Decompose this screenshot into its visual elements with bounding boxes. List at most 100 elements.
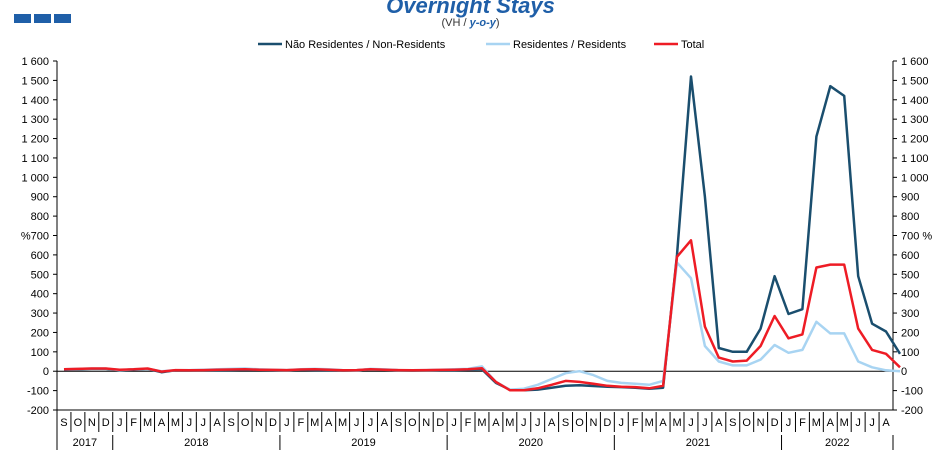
y-tick-label-left: 300 bbox=[31, 308, 49, 320]
x-tick-label: F bbox=[799, 417, 806, 429]
x-tick-label: A bbox=[548, 417, 556, 429]
x-tick-label: D bbox=[436, 417, 444, 429]
x-tick-label: A bbox=[214, 417, 222, 429]
x-tick-label: F bbox=[297, 417, 304, 429]
x-tick-label: J bbox=[521, 417, 527, 429]
x-tick-label: F bbox=[130, 417, 137, 429]
x-tick-label: J bbox=[688, 417, 694, 429]
year-label: 2017 bbox=[73, 437, 97, 449]
series-line-1 bbox=[63, 75, 902, 392]
x-tick-label: A bbox=[827, 417, 835, 429]
y-tick-label-right: 1 300 bbox=[901, 114, 929, 126]
x-tick-label: N bbox=[589, 417, 597, 429]
chart-title: Overnight Stays bbox=[386, 0, 555, 18]
x-tick-label: D bbox=[771, 417, 779, 429]
y-tick-label-right: 400 bbox=[901, 289, 919, 301]
x-tick-label: M bbox=[840, 417, 849, 429]
x-tick-label: F bbox=[632, 417, 639, 429]
x-tick-label: F bbox=[465, 417, 472, 429]
x-tick-label: O bbox=[408, 417, 417, 429]
x-tick-label: A bbox=[492, 417, 500, 429]
x-tick-label: M bbox=[672, 417, 681, 429]
x-tick-label: J bbox=[354, 417, 360, 429]
y-tick-label-right: 200 bbox=[901, 327, 919, 339]
x-tick-label: A bbox=[882, 417, 890, 429]
y-tick-label-right: 1 400 bbox=[901, 95, 929, 107]
x-tick-label: N bbox=[757, 417, 765, 429]
x-tick-label: S bbox=[60, 417, 67, 429]
y-tick-label-left: 0 bbox=[43, 366, 49, 378]
y-tick-label-left: 100 bbox=[31, 347, 49, 359]
legend-label: Residentes / Residents bbox=[513, 39, 627, 51]
y-tick-label-right: 300 bbox=[901, 308, 919, 320]
y-tick-label-right: 0 bbox=[901, 366, 907, 378]
brand-logo bbox=[14, 14, 71, 23]
x-tick-label: J bbox=[451, 417, 457, 429]
y-tick-label-left: 1 600 bbox=[21, 56, 49, 68]
x-tick-label: N bbox=[88, 417, 96, 429]
x-tick-label: J bbox=[284, 417, 290, 429]
x-tick-label: A bbox=[715, 417, 723, 429]
legend-label: Total bbox=[681, 39, 704, 51]
x-tick-label: J bbox=[368, 417, 374, 429]
x-tick-label: S bbox=[227, 417, 234, 429]
x-tick-label: N bbox=[255, 417, 263, 429]
x-tick-label: M bbox=[171, 417, 180, 429]
y-tick-label-left: 1 500 bbox=[21, 75, 49, 87]
x-tick-label: J bbox=[855, 417, 861, 429]
y-tick-label-left: 800 bbox=[31, 211, 49, 223]
y-tick-label-left: -100 bbox=[27, 386, 49, 398]
x-tick-label: A bbox=[325, 417, 333, 429]
y-tick-label-right: 1 100 bbox=[901, 153, 929, 165]
x-tick-label: J bbox=[869, 417, 875, 429]
x-tick-label: S bbox=[562, 417, 569, 429]
legend-label: Não Residentes / Non-Residents bbox=[285, 39, 446, 51]
y-tick-label-right: 600 bbox=[901, 250, 919, 262]
y-tick-label-right: 700 % bbox=[901, 231, 932, 243]
series-line-3 bbox=[63, 239, 901, 392]
y-tick-label-left: 400 bbox=[31, 289, 49, 301]
y-tick-label-right: 800 bbox=[901, 211, 919, 223]
x-tick-label: D bbox=[102, 417, 110, 429]
y-tick-label-right: 1 000 bbox=[901, 172, 929, 184]
y-tick-label-left: 200 bbox=[31, 327, 49, 339]
year-label: 2022 bbox=[825, 437, 849, 449]
y-tick-label-left: 600 bbox=[31, 250, 49, 262]
y-tick-label-right: 500 bbox=[901, 269, 919, 281]
x-tick-label: S bbox=[395, 417, 402, 429]
y-tick-label-right: 100 bbox=[901, 347, 919, 359]
y-tick-label-right: 1 200 bbox=[901, 134, 929, 146]
y-tick-label-left: 500 bbox=[31, 269, 49, 281]
x-tick-label: O bbox=[575, 417, 584, 429]
y-tick-label-left: -200 bbox=[27, 405, 49, 417]
y-tick-label-left: 900 bbox=[31, 192, 49, 204]
x-tick-label: O bbox=[241, 417, 250, 429]
year-label: 2018 bbox=[184, 437, 208, 449]
y-tick-label-left: 1 400 bbox=[21, 95, 49, 107]
y-tick-label-left: 1 200 bbox=[21, 134, 49, 146]
y-tick-label-left: 1 300 bbox=[21, 114, 49, 126]
chart-subtitle: (VH / y-o-y) bbox=[441, 17, 500, 29]
y-tick-label-right: -200 bbox=[901, 405, 923, 417]
x-tick-label: M bbox=[477, 417, 486, 429]
y-tick-label-left: %700 bbox=[21, 231, 49, 243]
x-tick-label: M bbox=[505, 417, 514, 429]
year-label: 2021 bbox=[686, 437, 710, 449]
y-tick-label-right: -100 bbox=[901, 386, 923, 398]
x-tick-label: M bbox=[310, 417, 319, 429]
x-tick-label: A bbox=[659, 417, 667, 429]
x-tick-label: A bbox=[381, 417, 389, 429]
x-tick-label: O bbox=[74, 417, 83, 429]
x-tick-label: J bbox=[187, 417, 193, 429]
y-tick-label-left: 1 000 bbox=[21, 172, 49, 184]
x-tick-label: A bbox=[158, 417, 166, 429]
x-tick-label: M bbox=[143, 417, 152, 429]
x-tick-label: J bbox=[117, 417, 123, 429]
x-tick-label: M bbox=[645, 417, 654, 429]
x-tick-label: N bbox=[422, 417, 430, 429]
x-tick-label: J bbox=[201, 417, 207, 429]
x-tick-label: J bbox=[535, 417, 541, 429]
x-tick-label: J bbox=[619, 417, 625, 429]
